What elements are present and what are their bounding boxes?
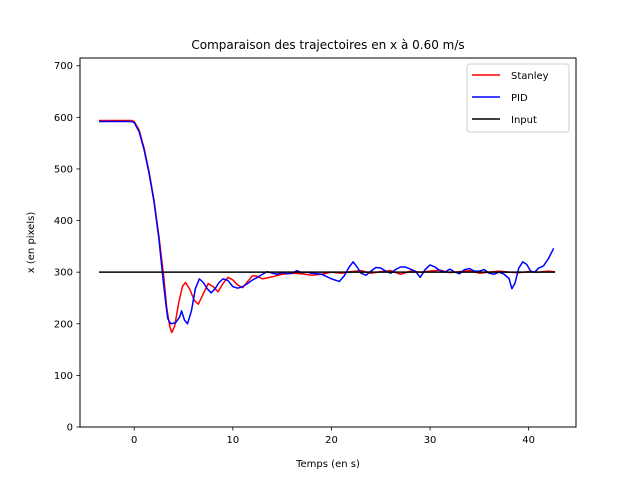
y-tick-label: 100 xyxy=(54,371,73,382)
legend-label-stanley: Stanley xyxy=(511,71,549,82)
x-tick-label: 0 xyxy=(131,435,137,446)
y-axis: 0 100 200 300 400 500 600 700 xyxy=(54,61,80,434)
y-tick-label: 400 xyxy=(54,216,73,227)
legend-box xyxy=(466,63,570,133)
y-tick-label: 700 xyxy=(54,61,73,72)
x-axis-title: Temps (en s) xyxy=(295,459,360,470)
y-tick-label: 600 xyxy=(54,113,73,124)
plot-frame xyxy=(79,57,577,428)
x-tick-label: 30 xyxy=(424,435,437,446)
x-tick-label: 40 xyxy=(522,435,535,446)
x-tick-label: 20 xyxy=(325,435,338,446)
legend: Stanley PID Input xyxy=(466,63,570,133)
chart-title: Comparaison des trajectoires en x à 0.60… xyxy=(191,38,464,52)
y-tick-label: 0 xyxy=(67,423,73,434)
x-tick-label: 10 xyxy=(226,435,239,446)
x-axis: 0 10 20 30 40 xyxy=(131,427,535,446)
legend-label-input: Input xyxy=(511,115,537,126)
legend-label-pid: PID xyxy=(511,93,528,104)
y-tick-label: 500 xyxy=(54,164,73,175)
y-tick-label: 200 xyxy=(54,319,73,330)
y-tick-label: 300 xyxy=(54,268,73,279)
y-axis-title: x (en pixels) xyxy=(26,212,37,274)
series-layer xyxy=(98,119,556,334)
